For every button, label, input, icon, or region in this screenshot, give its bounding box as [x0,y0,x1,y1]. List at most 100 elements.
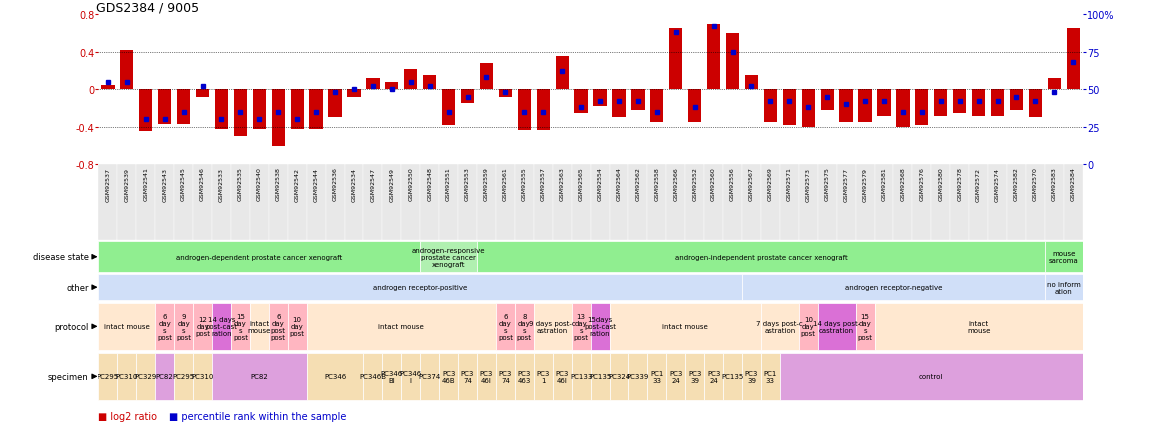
Bar [878,90,891,116]
Bar [631,90,645,111]
FancyBboxPatch shape [117,353,137,400]
FancyBboxPatch shape [931,165,951,241]
Text: 9
day
s
post: 9 day s post [176,313,191,340]
FancyBboxPatch shape [325,165,345,241]
Bar [972,90,985,116]
Bar [556,57,569,90]
Text: GSM92560: GSM92560 [711,167,716,201]
FancyBboxPatch shape [686,353,704,400]
Bar [499,90,512,98]
Bar [386,82,398,90]
FancyBboxPatch shape [609,353,629,400]
FancyBboxPatch shape [552,353,572,400]
FancyBboxPatch shape [799,165,818,241]
FancyBboxPatch shape [155,165,174,241]
Text: GSM92569: GSM92569 [768,167,772,201]
Text: GSM92564: GSM92564 [616,167,622,201]
Bar [347,90,360,98]
Bar [366,79,380,90]
Bar [821,90,834,111]
FancyBboxPatch shape [174,353,193,400]
Text: GSM92566: GSM92566 [673,167,679,201]
Text: GSM92544: GSM92544 [314,167,318,201]
FancyBboxPatch shape [761,303,799,350]
Bar [423,76,437,90]
FancyBboxPatch shape [459,165,477,241]
FancyBboxPatch shape [894,165,913,241]
Text: intact
mouse: intact mouse [967,320,990,333]
FancyBboxPatch shape [250,165,269,241]
Bar [309,90,323,129]
FancyBboxPatch shape [534,353,552,400]
Text: 15days
post-cast
ration: 15days post-cast ration [584,317,616,336]
Text: ■ log2 ratio: ■ log2 ratio [98,411,157,421]
FancyBboxPatch shape [723,165,742,241]
Text: PC346: PC346 [324,374,346,379]
Text: PC3
39: PC3 39 [688,370,702,383]
Bar [461,90,474,104]
FancyBboxPatch shape [439,353,459,400]
Text: GSM92578: GSM92578 [958,167,962,201]
FancyBboxPatch shape [420,353,439,400]
Text: GSM92559: GSM92559 [484,167,489,201]
FancyBboxPatch shape [496,165,515,241]
Bar [858,90,872,123]
Bar [215,90,228,129]
Text: intact mouse: intact mouse [662,324,708,329]
FancyBboxPatch shape [704,165,723,241]
FancyBboxPatch shape [761,165,779,241]
Text: GSM92550: GSM92550 [409,167,413,201]
Bar [196,90,210,98]
FancyBboxPatch shape [155,353,174,400]
FancyBboxPatch shape [647,165,666,241]
Text: PC329: PC329 [134,374,156,379]
Bar [991,90,1004,116]
Text: other: other [66,283,88,292]
Text: PC1
33: PC1 33 [764,370,777,383]
Bar [291,90,303,129]
FancyBboxPatch shape [307,303,496,350]
Text: PC3
1: PC3 1 [536,370,550,383]
FancyBboxPatch shape [515,165,534,241]
Bar [840,90,852,123]
Text: GSM92538: GSM92538 [276,167,280,201]
Text: intact mouse: intact mouse [104,324,149,329]
Text: PC324: PC324 [608,374,630,379]
FancyBboxPatch shape [230,303,250,350]
FancyBboxPatch shape [686,165,704,241]
Text: 9 days post-c
astration: 9 days post-c astration [529,320,576,333]
FancyBboxPatch shape [193,303,212,350]
FancyBboxPatch shape [193,165,212,241]
FancyBboxPatch shape [704,353,723,400]
Text: androgen-dependent prostate cancer xenograft: androgen-dependent prostate cancer xenog… [176,254,343,260]
Text: GSM92561: GSM92561 [503,167,508,201]
Text: 6
day
s
post: 6 day s post [498,313,513,340]
FancyBboxPatch shape [477,353,496,400]
Text: GSM92535: GSM92535 [237,167,243,201]
Bar [157,90,171,125]
FancyBboxPatch shape [742,353,761,400]
FancyBboxPatch shape [572,353,591,400]
Text: androgen-responsive
prostate cancer
xenograft: androgen-responsive prostate cancer xeno… [412,247,485,267]
Text: 6
day
post
post: 6 day post post [271,313,286,340]
FancyBboxPatch shape [534,303,572,350]
Bar [801,90,815,128]
FancyBboxPatch shape [1026,165,1045,241]
FancyBboxPatch shape [477,242,1045,273]
Text: 13
day
s
post: 13 day s post [573,313,588,340]
Text: GSM92549: GSM92549 [389,167,395,201]
FancyBboxPatch shape [951,165,969,241]
Bar [536,90,550,130]
Text: GSM92533: GSM92533 [219,167,223,201]
FancyBboxPatch shape [799,303,818,350]
Text: GSM92539: GSM92539 [124,167,130,201]
Text: GSM92536: GSM92536 [332,167,337,201]
Text: GSM92557: GSM92557 [541,167,545,201]
FancyBboxPatch shape [212,353,307,400]
Bar [593,90,607,107]
Bar [915,90,929,125]
Bar [177,90,190,125]
Bar [1048,79,1061,90]
Bar [234,90,247,137]
FancyBboxPatch shape [402,165,420,241]
